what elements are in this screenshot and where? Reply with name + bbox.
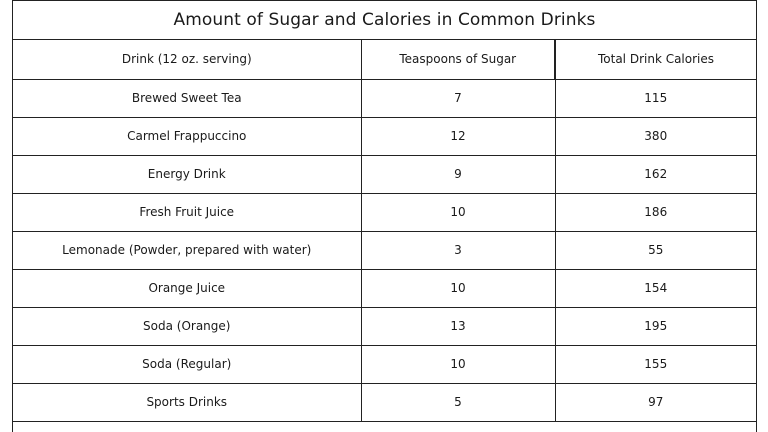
table-row: Brewed Sweet Tea 7 115 xyxy=(13,79,756,118)
sugar-cell: 12 xyxy=(360,117,555,156)
sugar-cell: 10 xyxy=(360,193,555,232)
calories-cell: 155 xyxy=(554,345,756,384)
sugar-cell: 10 xyxy=(360,345,555,384)
calories-cell: 380 xyxy=(554,117,756,156)
calories-cell: 115 xyxy=(554,79,756,118)
column-header-sugar: Teaspoons of Sugar xyxy=(360,40,556,80)
calories-cell: 186 xyxy=(554,193,756,232)
sugar-cell: 10 xyxy=(360,269,555,308)
drink-cell: Lemonade (Powder, prepared with water) xyxy=(13,231,361,270)
drink-cell: Fresh Fruit Juice xyxy=(13,193,361,232)
drink-cell: Orange Juice xyxy=(13,269,361,308)
calories-cell: 55 xyxy=(554,231,756,270)
sugar-cell: 7 xyxy=(360,79,555,118)
sugar-calories-table-frame: Amount of Sugar and Calories in Common D… xyxy=(12,0,757,432)
table-row: Carmel Frappuccino 12 380 xyxy=(13,117,756,156)
sugar-cell: 13 xyxy=(360,307,555,346)
table-row: Energy Drink 9 162 xyxy=(13,155,756,194)
sugar-cell: 9 xyxy=(360,155,555,194)
drink-cell: Energy Drink xyxy=(13,155,361,194)
calories-cell: 97 xyxy=(554,383,756,422)
drink-cell: Soda (Regular) xyxy=(13,345,361,384)
drink-cell: Soda (Orange) xyxy=(13,307,361,346)
calories-cell: 154 xyxy=(554,269,756,308)
drink-cell: Brewed Sweet Tea xyxy=(13,79,361,118)
calories-cell: 162 xyxy=(554,155,756,194)
column-header-drink: Drink (12 oz. serving) xyxy=(13,40,361,80)
table-title: Amount of Sugar and Calories in Common D… xyxy=(13,1,756,40)
table-row: Soda (Regular) 10 155 xyxy=(13,345,756,384)
table-row: Lemonade (Powder, prepared with water) 3… xyxy=(13,231,756,270)
calories-cell: 195 xyxy=(554,307,756,346)
table-row: Fresh Fruit Juice 10 186 xyxy=(13,193,756,232)
column-header-calories: Total Drink Calories xyxy=(555,40,756,80)
header-row: Drink (12 oz. serving) Teaspoons of Suga… xyxy=(13,40,756,80)
sugar-cell: 3 xyxy=(360,231,555,270)
table-row: Soda (Orange) 13 195 xyxy=(13,307,756,346)
table-row: Orange Juice 10 154 xyxy=(13,269,756,308)
drinks-table: Drink (12 oz. serving) Teaspoons of Suga… xyxy=(13,40,756,422)
drink-cell: Carmel Frappuccino xyxy=(13,117,361,156)
drink-cell: Sports Drinks xyxy=(13,383,361,422)
table-row: Sports Drinks 5 97 xyxy=(13,383,756,422)
sugar-cell: 5 xyxy=(360,383,555,422)
